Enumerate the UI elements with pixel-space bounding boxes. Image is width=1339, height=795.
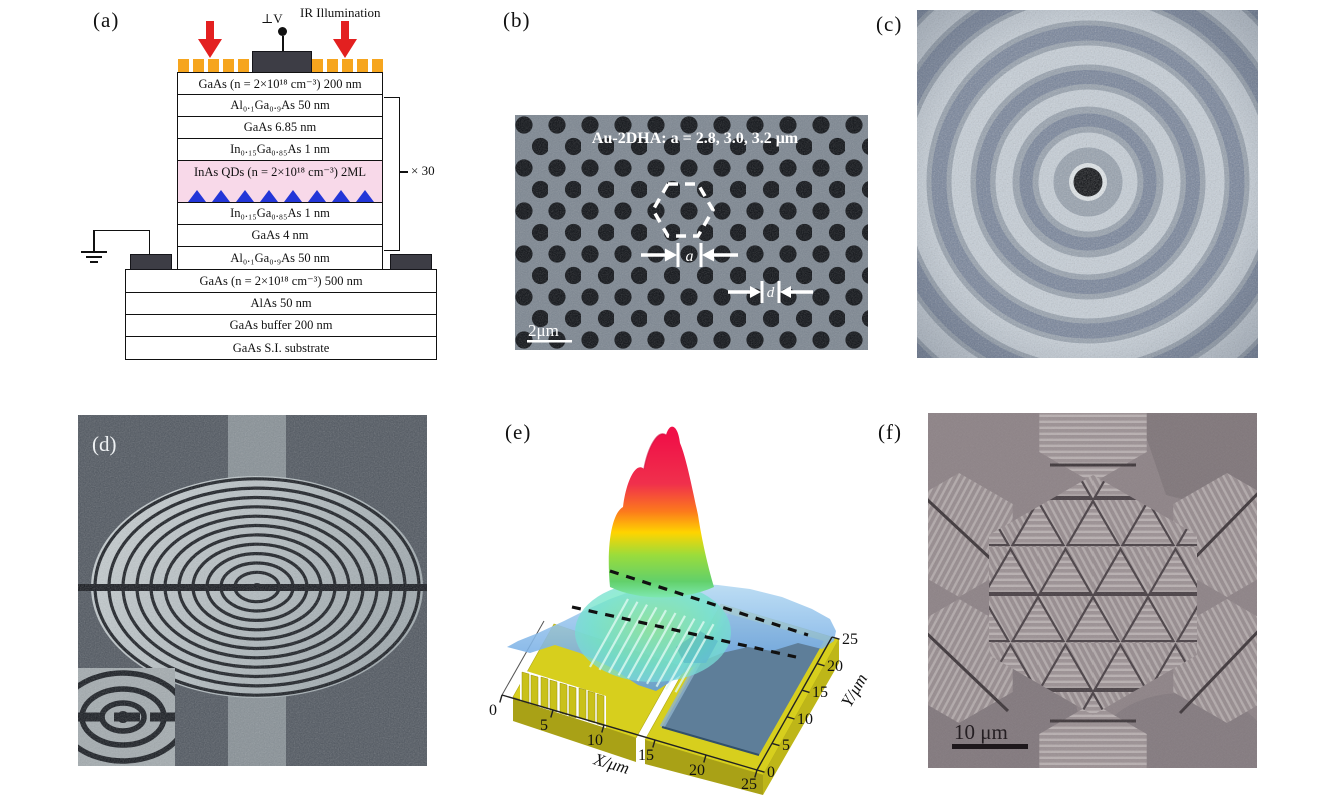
nearfield-surface-plot: 0 5 10 15 20 25 X/μm 0 5 10 15 20 25 Y/μ… bbox=[489, 426, 871, 795]
layer-box: In₀.₁₅Ga₀.₈₅As 1 nm bbox=[177, 138, 383, 161]
top-contact bbox=[252, 51, 312, 74]
scalebar-label: 10 μm bbox=[954, 720, 1008, 744]
dim-a-label: a bbox=[686, 248, 694, 265]
sem-noise bbox=[515, 115, 868, 350]
gold-grating-left bbox=[178, 59, 252, 72]
scalebar-line bbox=[527, 340, 572, 343]
ir-arrow-icon-left bbox=[198, 21, 222, 58]
sem-triangle-array-image: 10 μm bbox=[928, 413, 1257, 768]
substrate-right-slab bbox=[644, 603, 840, 795]
svg-text:0: 0 bbox=[489, 702, 497, 719]
bracket-tick bbox=[399, 171, 408, 173]
svg-text:5: 5 bbox=[540, 717, 548, 734]
quantum-dot-icon bbox=[236, 190, 254, 202]
ground-wire bbox=[93, 230, 150, 255]
ir-illumination-label: IR Illumination bbox=[300, 5, 381, 20]
x-tick-labels: 0 5 10 15 20 25 bbox=[489, 702, 757, 793]
layer-box: GaAs 6.85 nm bbox=[177, 116, 383, 139]
repeat-bracket bbox=[384, 97, 400, 251]
quantum-dot-icon bbox=[284, 190, 302, 202]
svg-text:20: 20 bbox=[827, 658, 843, 675]
svg-text:5: 5 bbox=[782, 737, 790, 754]
panel-f-label: (f) bbox=[878, 420, 902, 444]
svg-text:25: 25 bbox=[741, 776, 757, 793]
svg-text:10: 10 bbox=[797, 711, 813, 728]
ground-symbol bbox=[86, 256, 102, 258]
sem-bullseye-image: (d) bbox=[78, 415, 427, 766]
y-axis bbox=[756, 636, 840, 773]
ground-symbol bbox=[90, 261, 98, 263]
panel-c-label: (c) bbox=[876, 12, 903, 36]
x-axis bbox=[499, 694, 758, 778]
substrate-left-slab bbox=[512, 623, 678, 764]
quantum-dot-icon bbox=[260, 190, 278, 202]
sem-noise bbox=[928, 413, 1257, 768]
panel-b-label: (b) bbox=[503, 8, 531, 32]
panel-e-label: (e) bbox=[505, 420, 532, 444]
quantum-dot-icon bbox=[188, 190, 206, 202]
layer-box: GaAs buffer 200 nm bbox=[125, 314, 437, 337]
mesa-top bbox=[662, 613, 824, 755]
quantum-dot-icon bbox=[356, 190, 374, 202]
y-tick-labels: 0 5 10 15 20 25 bbox=[767, 631, 858, 781]
back-left-edge bbox=[501, 620, 545, 696]
unit-cell-hexagon bbox=[650, 182, 716, 238]
intensity-peak bbox=[608, 426, 714, 598]
svg-text:20: 20 bbox=[689, 762, 705, 779]
multiplier-label: × 30 bbox=[411, 163, 435, 178]
panel-d-label: (d) bbox=[92, 432, 117, 456]
layer-box: Al₀.₁Ga₀.₉As 50 nm bbox=[177, 246, 383, 270]
layer-box: GaAs S.I. substrate bbox=[125, 336, 437, 360]
scalebar-label: 2μm bbox=[528, 321, 559, 340]
svg-text:15: 15 bbox=[812, 684, 828, 701]
ohmic-contact-right bbox=[390, 254, 432, 270]
sem-circular-grating-image bbox=[917, 10, 1258, 358]
panel-a-label: (a) bbox=[93, 8, 120, 32]
layer-box: In₀.₁₅Ga₀.₈₅As 1 nm bbox=[177, 202, 383, 225]
layer-box: GaAs 4 nm bbox=[177, 224, 383, 247]
cut-line-2 bbox=[571, 605, 797, 659]
device-schematic: IR Illumination ⊥V GaAs (n = 2×10¹⁸ cm⁻³… bbox=[80, 5, 465, 377]
bias-terminal-icon bbox=[278, 27, 287, 36]
dim-a-annotation: a bbox=[641, 243, 738, 267]
y-axis-label: Y/μm bbox=[837, 670, 871, 710]
layer-box: Al₀.₁Ga₀.₉As 50 nm bbox=[177, 94, 383, 117]
peak-ridge bbox=[643, 433, 667, 470]
ohmic-contact-left bbox=[130, 254, 172, 270]
sem-hole-array-image: Au-2DHA: a = 2.8, 3.0, 3.2 μm a d 2μm bbox=[515, 115, 868, 350]
dim-d-label: d bbox=[767, 285, 775, 301]
qd-layer-box: InAs QDs (n = 2×10¹⁸ cm⁻³) 2ML bbox=[177, 160, 383, 203]
array-title: Au-2DHA: a = 2.8, 3.0, 3.2 μm bbox=[592, 130, 799, 147]
dim-d-annotation: d bbox=[728, 281, 813, 303]
quantum-dot-icon bbox=[332, 190, 350, 202]
quantum-dot-icon bbox=[308, 190, 326, 202]
layer-box: GaAs (n = 2×10¹⁸ cm⁻³) 500 nm bbox=[125, 269, 437, 293]
svg-text:15: 15 bbox=[638, 747, 654, 764]
layer-box: AlAs 50 nm bbox=[125, 292, 437, 315]
cut-line-1 bbox=[609, 569, 809, 637]
scalebar-line bbox=[952, 744, 1028, 749]
terminal-stem bbox=[282, 36, 284, 51]
layer-box: GaAs (n = 2×10¹⁸ cm⁻³) 200 nm bbox=[177, 72, 383, 95]
sem-noise bbox=[78, 415, 427, 766]
svg-text:0: 0 bbox=[767, 764, 775, 781]
slab-gap bbox=[636, 738, 645, 764]
bias-label: ⊥V bbox=[261, 11, 283, 26]
quantum-dot-icon bbox=[212, 190, 230, 202]
svg-text:25: 25 bbox=[842, 631, 858, 648]
gold-grating-right bbox=[312, 59, 386, 72]
vignette bbox=[917, 10, 1258, 358]
grating-teeth bbox=[521, 671, 605, 727]
ir-arrow-icon-right bbox=[333, 21, 357, 58]
svg-text:10: 10 bbox=[587, 732, 603, 749]
ground-symbol bbox=[81, 251, 107, 253]
ground-stub bbox=[93, 230, 95, 252]
